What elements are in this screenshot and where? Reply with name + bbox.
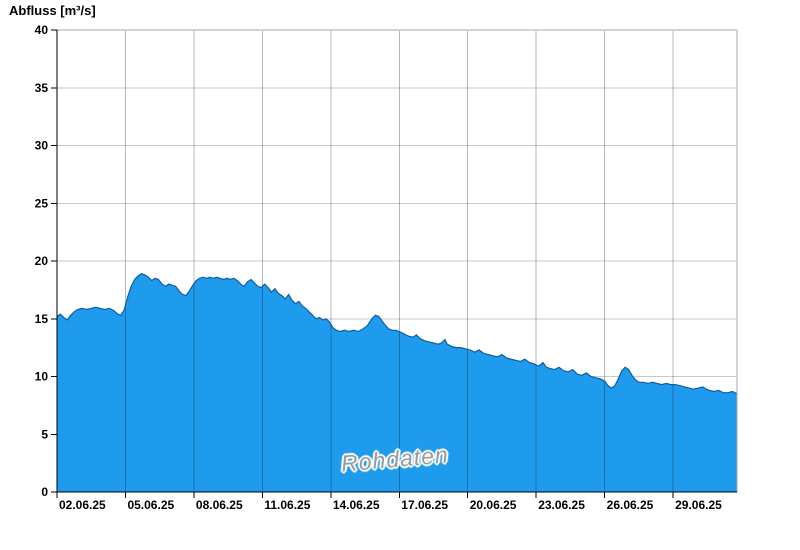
discharge-line	[56, 273, 738, 395]
y-tick-label: 35	[35, 81, 49, 95]
y-tick-label: 5	[41, 427, 48, 441]
x-tick-label: 29.06.25	[675, 498, 722, 512]
y-tick-label: 0	[41, 485, 48, 499]
x-tick-label: 02.06.25	[59, 498, 106, 512]
x-tick-label: 17.06.25	[401, 498, 448, 512]
y-tick-label: 40	[35, 23, 49, 37]
y-axis-title: Abfluss [m³/s]	[9, 3, 96, 18]
x-tick-label: 05.06.25	[127, 498, 174, 512]
y-tick-label: 30	[35, 139, 49, 153]
y-tick-label: 10	[35, 370, 49, 384]
x-tick-label: 14.06.25	[333, 498, 380, 512]
x-tick-label: 26.06.25	[607, 498, 654, 512]
x-tick-label: 08.06.25	[196, 498, 243, 512]
y-tick-label: 25	[35, 196, 49, 210]
y-tick-label: 20	[35, 254, 49, 268]
x-tick-label: 11.06.25	[264, 498, 310, 512]
discharge-area	[57, 273, 737, 492]
y-tick-label: 15	[35, 312, 49, 326]
x-tick-label: 23.06.25	[538, 498, 585, 512]
x-tick-label: 20.06.25	[470, 498, 517, 512]
